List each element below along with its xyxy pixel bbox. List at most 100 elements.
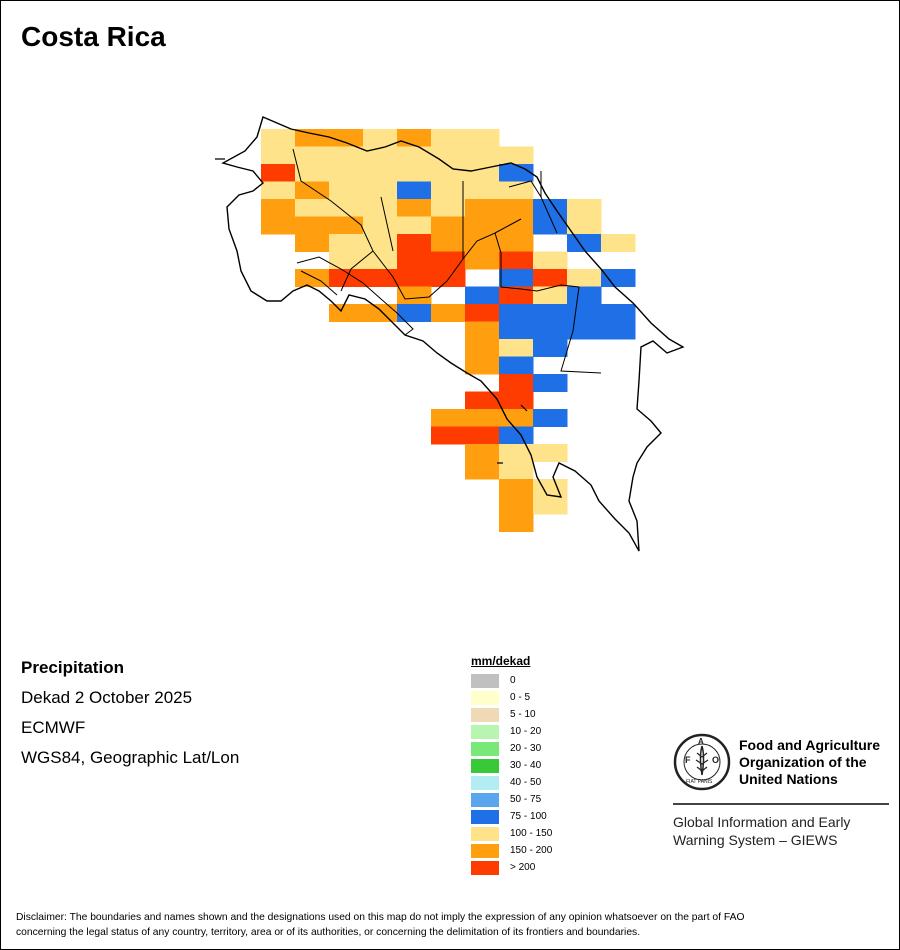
org-line-3: United Nations (739, 770, 838, 787)
grid-cell (295, 216, 330, 235)
grid-cell (499, 304, 534, 322)
grid-cell (465, 426, 500, 445)
grid-cell (431, 216, 466, 235)
org-line-1: Food and Agriculture (739, 736, 881, 753)
grid-cell (431, 409, 466, 427)
svg-text:O: O (712, 755, 719, 765)
grid-cell (261, 146, 296, 165)
grid-cell (431, 234, 466, 252)
grid-cell (363, 199, 398, 217)
legend-items: 0 0 - 5 5 - 10 10 - 20 20 - 30 30 - 40 40 - 50… (471, 672, 552, 876)
grid-cell (465, 321, 500, 340)
grid-cell (567, 286, 602, 305)
grid-cell (533, 304, 568, 322)
grid-cell (465, 251, 500, 270)
legend-swatch (471, 775, 499, 790)
legend-label: 20 - 30 (510, 743, 542, 754)
fao-org-name: Food and Agriculture Organization of the… (739, 737, 880, 788)
grid-cell (397, 251, 432, 270)
fao-logo-block: F A O FIAT PANIS Food and Agriculture Or… (673, 733, 889, 849)
grid-cell (363, 164, 398, 182)
grid-cell (261, 181, 296, 200)
legend-item: 40 - 50 (471, 774, 552, 791)
svg-text:A: A (698, 737, 704, 746)
grid-cell (499, 181, 534, 200)
legend-title: mm/dekad (471, 654, 531, 668)
grid-cell (295, 181, 330, 200)
legend-swatch (471, 826, 499, 841)
legend-item: 150 - 200 (471, 842, 552, 859)
grid-cell (567, 216, 602, 235)
grid-cell (499, 216, 534, 235)
precipitation-grid (261, 129, 636, 532)
grid-cell (295, 199, 330, 217)
grid-cell (295, 234, 330, 252)
legend-item: 75 - 100 (471, 808, 552, 825)
grid-cell (295, 269, 330, 287)
grid-cell (465, 164, 500, 182)
legend-item: 5 - 10 (471, 706, 552, 723)
legend-swatch (471, 690, 499, 705)
grid-cell (601, 321, 636, 340)
grid-cell (295, 146, 330, 165)
giews-name: Global Information and Early Warning Sys… (673, 813, 889, 849)
grid-cell (533, 216, 568, 235)
legend-label: 50 - 75 (510, 794, 542, 805)
grid-cell (363, 304, 398, 322)
grid-cell (397, 181, 432, 200)
grid-cell (465, 146, 500, 165)
grid-cell (499, 339, 534, 357)
grid-cell (261, 164, 296, 182)
legend-swatch (471, 741, 499, 756)
grid-cell (261, 216, 296, 235)
grid-cell (567, 199, 602, 217)
legend-label: 0 - 5 (510, 692, 531, 703)
grid-cell (567, 269, 602, 287)
giews-line-1: Global Information and Early (673, 814, 851, 830)
legend-label: 10 - 20 (510, 726, 542, 737)
islands (215, 158, 528, 464)
legend-item: 20 - 30 (471, 740, 552, 757)
legend-item: 10 - 20 (471, 723, 552, 740)
grid-cell (431, 181, 466, 200)
legend-swatch (471, 707, 499, 722)
grid-cell (533, 479, 568, 497)
legend-swatch (471, 809, 499, 824)
grid-cell (533, 286, 568, 305)
disclaimer-line-1: Disclaimer: The boundaries and names sho… (16, 912, 745, 923)
legend-item: 30 - 40 (471, 757, 552, 774)
grid-cell (261, 199, 296, 217)
grid-cell (397, 286, 432, 305)
grid-cell (499, 321, 534, 340)
legend-label: 150 - 200 (510, 845, 553, 856)
legend-item: 0 (471, 672, 552, 689)
grid-cell (329, 251, 364, 270)
map-title: Costa Rica (21, 21, 166, 52)
legend-label: > 200 (510, 862, 536, 873)
grid-cell (499, 164, 534, 182)
grid-cell (329, 199, 364, 217)
grid-cell (465, 216, 500, 235)
svg-text:FIAT PANIS: FIAT PANIS (686, 779, 713, 785)
grid-cell (465, 304, 500, 322)
grid-cell (601, 304, 636, 322)
legend-label: 40 - 50 (510, 777, 542, 788)
grid-cell (431, 426, 466, 445)
fao-emblem-icon: F A O FIAT PANIS (673, 733, 731, 791)
grid-cell (499, 426, 534, 445)
grid-cell (499, 514, 534, 532)
grid-cell (363, 216, 398, 235)
grid-cell (465, 461, 500, 480)
legend-item: 0 - 5 (471, 689, 552, 706)
grid-cell (431, 129, 466, 147)
variable-label: Precipitation (21, 658, 124, 677)
grid-cell (397, 304, 432, 322)
country-outline (221, 116, 685, 552)
grid-cell (397, 199, 432, 217)
grid-cell (397, 146, 432, 165)
grid-cell (499, 374, 534, 392)
logo-divider (673, 803, 889, 805)
legend-item: 50 - 75 (471, 791, 552, 808)
